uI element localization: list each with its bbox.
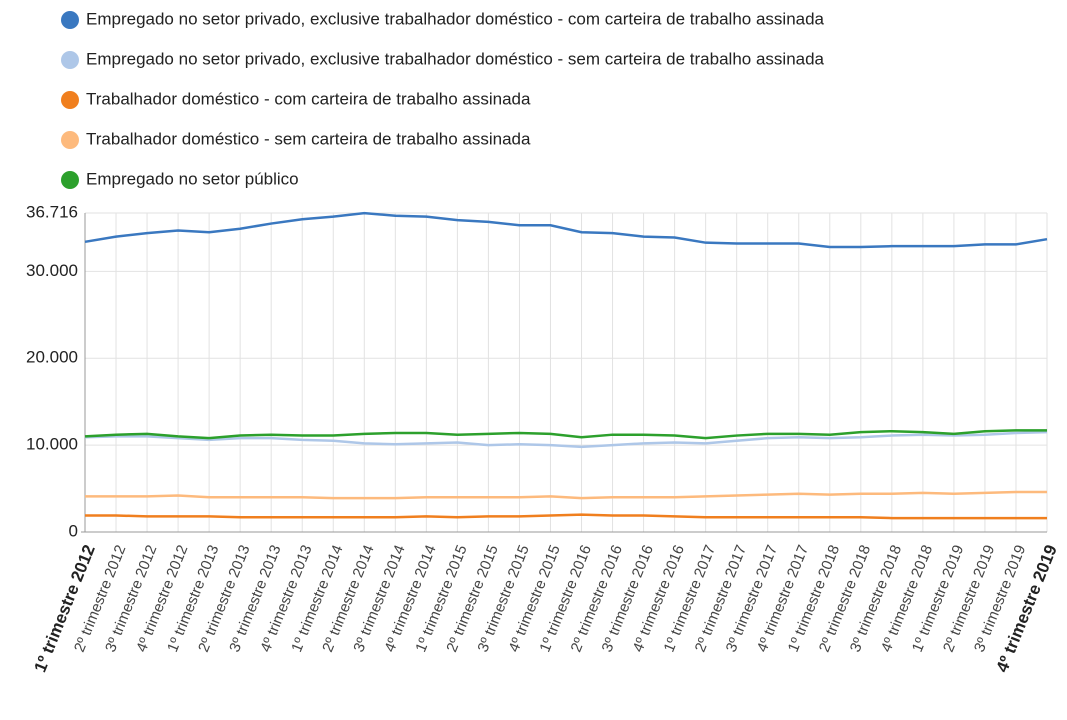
series-line xyxy=(84,429,1047,440)
legend-label: Trabalhador doméstico - com carteira de … xyxy=(86,89,531,108)
series-line xyxy=(85,513,1047,520)
legend-label: Empregado no setor público xyxy=(86,169,299,188)
legend-label: Trabalhador doméstico - sem carteira de … xyxy=(86,129,531,148)
series-line xyxy=(84,211,1048,249)
series-line xyxy=(85,490,1047,500)
legend-marker xyxy=(61,51,79,69)
legend-marker xyxy=(61,131,79,149)
y-tick-label: 10.000 xyxy=(26,435,78,454)
legend-label: Empregado no setor privado, exclusive tr… xyxy=(86,9,825,28)
y-tick-label: 0 xyxy=(69,521,78,540)
legend-label: Empregado no setor privado, exclusive tr… xyxy=(86,49,825,68)
y-tick-label: 36.716 xyxy=(26,202,78,221)
series-line xyxy=(84,430,1048,449)
y-tick-label: 30.000 xyxy=(26,261,78,280)
legend-marker xyxy=(61,171,79,189)
legend-marker xyxy=(61,11,79,29)
y-tick-label: 20.000 xyxy=(26,348,78,367)
legend-marker xyxy=(61,91,79,109)
